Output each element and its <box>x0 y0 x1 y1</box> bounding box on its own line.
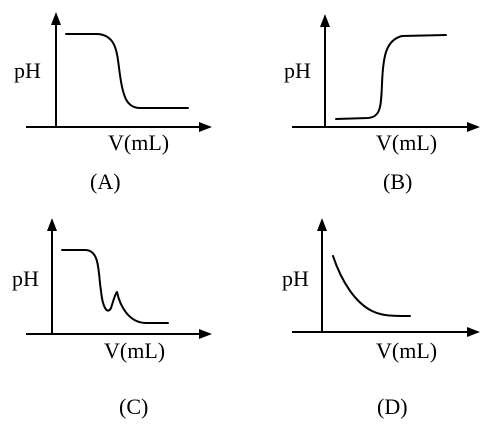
panel-c-ylabel: pH <box>12 266 39 291</box>
panel-b-curve <box>335 34 447 120</box>
panel-d: pH V(mL) (D) <box>282 218 480 419</box>
panel-a: pH V(mL) (A) <box>14 12 212 194</box>
panel-d-xlabel: V(mL) <box>376 338 437 363</box>
panel-c-xlabel: V(mL) <box>104 338 165 363</box>
panel-d-caption: (D) <box>377 394 408 419</box>
panel-a-y-axis-arrow-icon <box>51 12 61 25</box>
panel-c: pH V(mL) (C) <box>12 218 212 419</box>
panel-d-curve <box>332 255 411 317</box>
panel-b-y-axis-arrow-icon <box>320 14 330 27</box>
panel-c-x-axis-arrow-icon <box>199 329 212 339</box>
panel-b: pH V(mL) (B) <box>284 14 480 194</box>
panel-d-x-axis-arrow-icon <box>467 327 480 337</box>
panel-a-x-axis-arrow-icon <box>199 122 212 132</box>
panel-c-curve <box>61 249 169 324</box>
panel-a-xlabel: V(mL) <box>108 130 169 155</box>
panel-a-caption: (A) <box>90 169 121 194</box>
panel-c-y-axis-arrow-icon <box>47 218 57 231</box>
panel-c-caption: (C) <box>119 394 148 419</box>
panel-a-ylabel: pH <box>14 58 41 83</box>
panel-b-caption: (B) <box>383 169 412 194</box>
panel-d-y-axis-arrow-icon <box>317 218 327 231</box>
panel-d-ylabel: pH <box>282 266 309 291</box>
panel-b-xlabel: V(mL) <box>376 130 437 155</box>
panel-b-x-axis-arrow-icon <box>467 122 480 132</box>
panel-b-ylabel: pH <box>284 58 311 83</box>
panel-a-curve <box>65 33 189 109</box>
